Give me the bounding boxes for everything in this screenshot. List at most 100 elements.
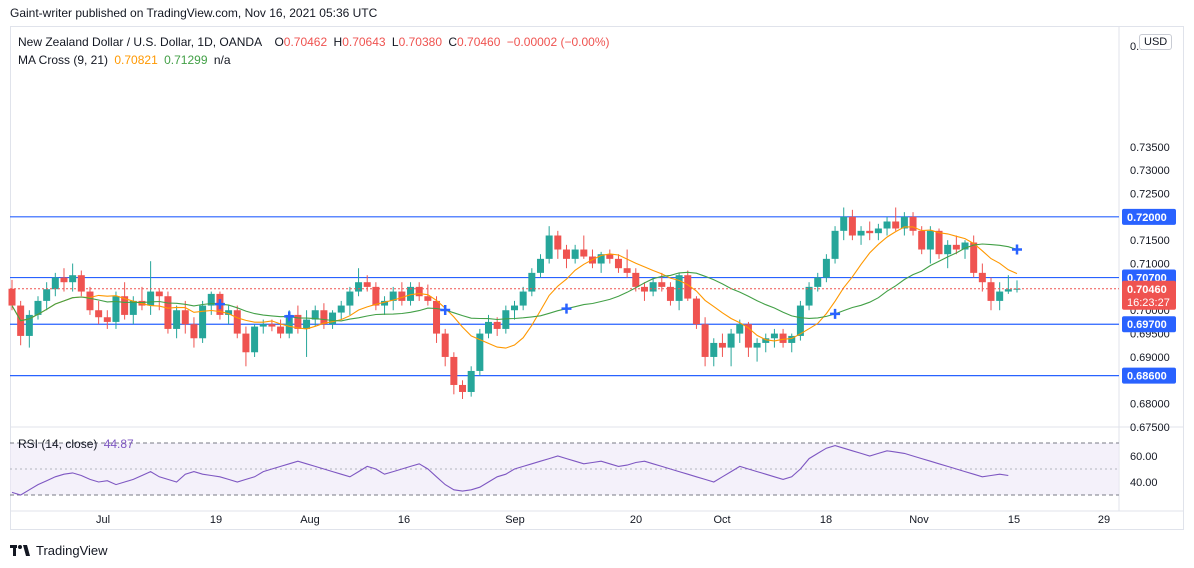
- candle-body: [207, 293, 215, 306]
- candle-body: [770, 333, 778, 339]
- candle-body: [762, 338, 770, 343]
- currency-button[interactable]: USD: [1139, 34, 1173, 50]
- level-label-bg: [1122, 316, 1176, 333]
- open-value: 0.70462: [283, 35, 328, 49]
- candle-body: [935, 230, 943, 255]
- candle-body: [164, 296, 172, 329]
- candle-body: [684, 275, 692, 299]
- candle-body: [562, 249, 570, 259]
- time-axis-label: 16: [398, 514, 410, 526]
- time-axis-label: Aug: [300, 514, 320, 526]
- candle-body: [805, 286, 813, 306]
- candle-body: [86, 291, 94, 311]
- candle-body: [311, 310, 319, 320]
- candle-body: [666, 286, 674, 301]
- candle-body: [155, 291, 163, 297]
- candle-body: [34, 300, 42, 315]
- candle-body: [173, 310, 181, 329]
- level-label: 0.68600: [1127, 371, 1167, 383]
- ma-cross-marker: [561, 303, 572, 314]
- rsi-value: 44.87: [103, 437, 134, 451]
- rsi-tick-label: 60.00: [1130, 451, 1158, 463]
- candle-body: [961, 242, 969, 250]
- symbol-legend: New Zealand Dollar / U.S. Dollar, 1D, OA…: [18, 35, 613, 49]
- candle-body: [129, 300, 137, 315]
- candle-body: [658, 282, 666, 287]
- candle-body: [909, 216, 917, 231]
- candle-body: [242, 333, 250, 353]
- candle-body: [329, 312, 337, 325]
- level-label-bg: [1122, 208, 1176, 225]
- candle-body: [606, 254, 614, 259]
- candle-body: [692, 298, 700, 325]
- candle-body: [1004, 289, 1012, 292]
- candle-body: [337, 305, 345, 313]
- candle-body: [389, 291, 397, 301]
- price-tick-label: 0.68000: [1130, 399, 1170, 411]
- h-label: H: [333, 35, 343, 49]
- candle-body: [866, 230, 874, 234]
- candle-body: [1013, 288, 1021, 290]
- candle-body: [883, 221, 891, 229]
- candle-body: [874, 228, 882, 234]
- last-price-label: 0.70460: [1127, 284, 1167, 296]
- candle-body: [415, 286, 423, 297]
- close-value: 0.70460: [457, 35, 501, 49]
- price-tick-label: 0.67500: [1130, 422, 1170, 434]
- candle-body: [779, 333, 787, 343]
- tradingview-logo-icon: [10, 544, 30, 556]
- candle-body: [346, 291, 354, 306]
- candle-body: [814, 277, 822, 287]
- time-axis-label: 15: [1008, 514, 1020, 526]
- ma-cross-marker: [214, 299, 225, 310]
- candle-body: [294, 314, 302, 329]
- candle-body: [554, 235, 562, 250]
- price-tick-label: 0.73000: [1130, 165, 1170, 177]
- time-axis-label: Nov: [909, 514, 929, 526]
- rsi-legend: RSI (14, close) 44.87: [18, 437, 137, 451]
- candle-body: [796, 305, 804, 336]
- candle-body: [320, 310, 328, 325]
- time-axis-label: 29: [1098, 514, 1110, 526]
- candle-body: [121, 296, 129, 315]
- candle-body: [268, 324, 276, 327]
- price-tick-label: 0.69000: [1130, 352, 1170, 364]
- candle-body: [25, 314, 33, 336]
- time-axis-label: 19: [210, 514, 222, 526]
- candle-body: [95, 310, 103, 318]
- candle-body: [433, 300, 441, 334]
- candle-body: [112, 296, 120, 322]
- candle-body: [978, 272, 986, 283]
- candle-body: [43, 289, 51, 301]
- rsi-name: RSI (14, close): [18, 437, 98, 451]
- candle-body: [190, 324, 198, 339]
- candle-body: [502, 310, 510, 329]
- candle-body: [536, 258, 544, 273]
- candle-body: [892, 221, 900, 229]
- time-axis-label: 18: [820, 514, 832, 526]
- candle-body: [571, 249, 579, 259]
- candle-body: [727, 333, 735, 348]
- candle-body: [355, 282, 363, 292]
- candle-body: [511, 305, 518, 311]
- candle-body: [251, 326, 259, 353]
- candle-body: [840, 216, 848, 231]
- candle-body: [493, 321, 501, 329]
- ma-slow-value: 0.71299: [164, 53, 208, 67]
- candle-body: [996, 291, 1004, 301]
- candle-body: [701, 324, 709, 357]
- price-tick-label: 0.73500: [1130, 142, 1170, 154]
- change-value: −0.00002 (−0.00%): [506, 35, 610, 49]
- time-axis-label: Sep: [505, 514, 525, 526]
- footer-brand[interactable]: TradingView: [10, 543, 108, 558]
- ma-legend: MA Cross (9, 21) 0.70821 0.71299 n/a: [18, 53, 234, 67]
- ma-name: MA Cross (9, 21): [18, 53, 109, 67]
- candle-body: [77, 275, 85, 292]
- time-axis-label: Jul: [96, 514, 110, 526]
- candle-body: [744, 324, 752, 348]
- price-tick-label: 0.71500: [1130, 235, 1170, 247]
- candle-body: [233, 310, 241, 334]
- level-label: 0.69700: [1127, 319, 1167, 331]
- candle-body: [952, 244, 960, 250]
